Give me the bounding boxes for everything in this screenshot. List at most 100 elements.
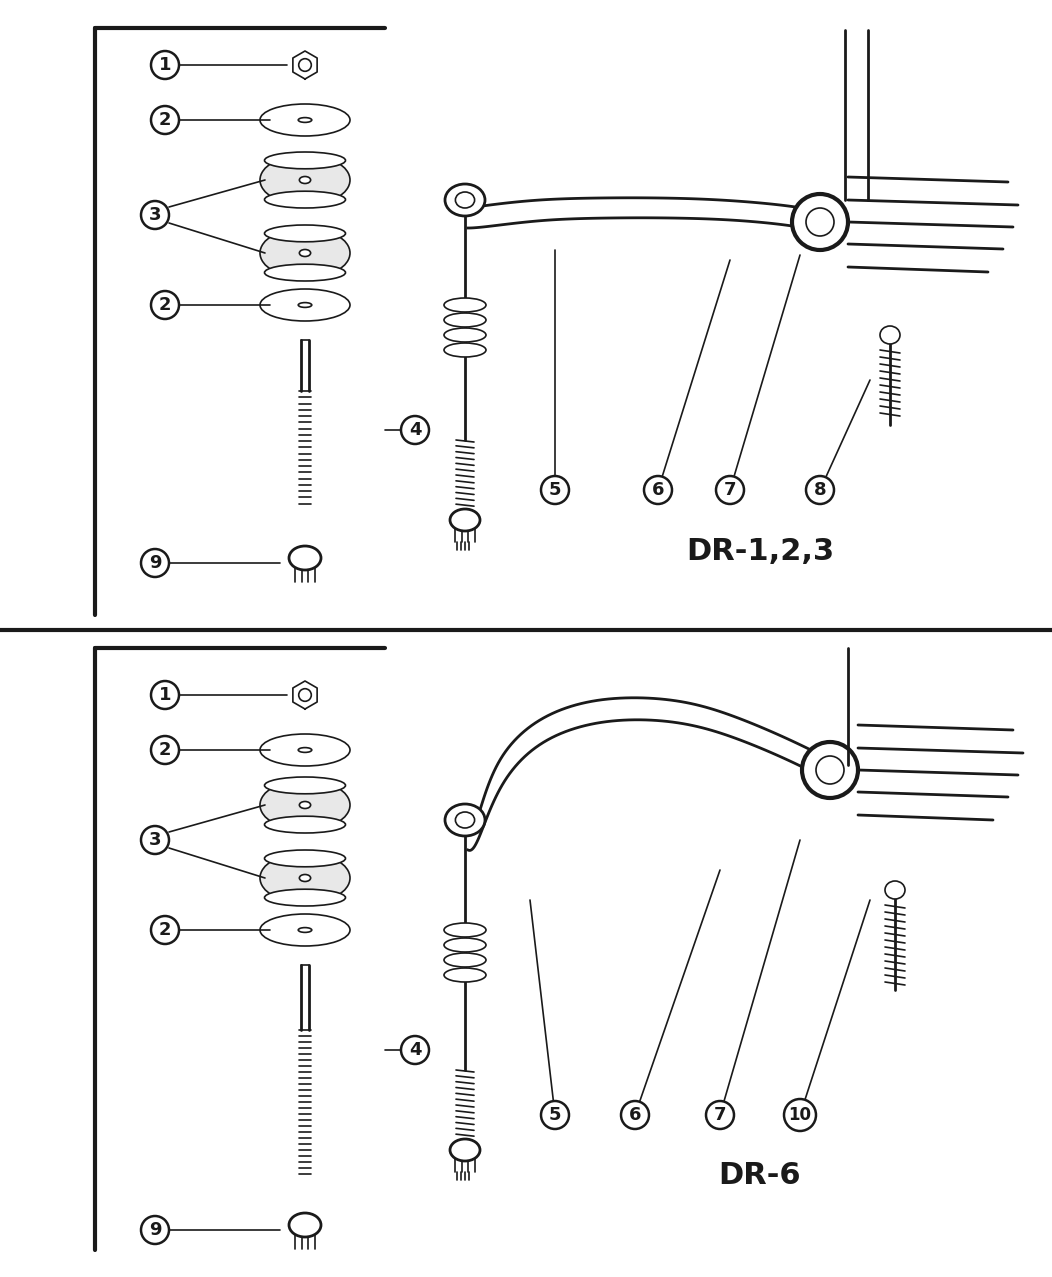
Text: 6: 6 [652, 481, 664, 499]
Polygon shape [299, 466, 311, 469]
Polygon shape [299, 410, 311, 412]
Ellipse shape [260, 780, 350, 830]
Ellipse shape [299, 117, 311, 123]
Ellipse shape [299, 747, 311, 752]
Ellipse shape [300, 802, 310, 808]
Circle shape [401, 416, 429, 444]
Text: 1: 1 [159, 56, 171, 74]
Polygon shape [299, 1149, 311, 1153]
Polygon shape [299, 453, 311, 457]
Text: 1: 1 [159, 686, 171, 704]
Ellipse shape [264, 225, 345, 241]
Polygon shape [299, 1107, 311, 1111]
Polygon shape [299, 485, 311, 488]
Polygon shape [299, 1120, 311, 1122]
Polygon shape [299, 391, 311, 395]
Circle shape [151, 681, 179, 709]
Ellipse shape [264, 192, 345, 208]
Polygon shape [299, 1131, 311, 1135]
Polygon shape [299, 1054, 311, 1056]
Ellipse shape [444, 953, 486, 967]
Polygon shape [299, 1174, 311, 1177]
Text: 3: 3 [148, 831, 161, 849]
Text: 2: 2 [159, 741, 171, 759]
Polygon shape [299, 1114, 311, 1117]
Text: 8: 8 [813, 481, 826, 499]
Polygon shape [299, 1089, 311, 1093]
Ellipse shape [300, 875, 310, 881]
Polygon shape [299, 472, 311, 475]
Text: 2: 2 [159, 921, 171, 939]
Polygon shape [299, 1071, 311, 1075]
Polygon shape [299, 1065, 311, 1069]
Polygon shape [299, 1084, 311, 1087]
Ellipse shape [299, 927, 311, 932]
Ellipse shape [881, 326, 901, 344]
Circle shape [151, 736, 179, 764]
Circle shape [401, 1036, 429, 1064]
Ellipse shape [456, 192, 474, 208]
Text: 4: 4 [409, 421, 421, 439]
Text: 2: 2 [159, 111, 171, 129]
Ellipse shape [444, 968, 486, 982]
Polygon shape [292, 51, 317, 79]
Ellipse shape [264, 264, 345, 281]
Polygon shape [299, 492, 311, 494]
Ellipse shape [300, 249, 310, 257]
Polygon shape [468, 198, 820, 232]
Polygon shape [299, 1102, 311, 1105]
Text: 7: 7 [713, 1106, 726, 1124]
Text: 7: 7 [724, 481, 736, 499]
Circle shape [806, 208, 834, 236]
Text: 3: 3 [148, 206, 161, 223]
Polygon shape [468, 697, 830, 850]
Circle shape [806, 476, 834, 504]
Ellipse shape [260, 734, 350, 766]
Polygon shape [299, 1029, 311, 1033]
Polygon shape [299, 498, 311, 501]
Circle shape [541, 476, 569, 504]
Ellipse shape [264, 889, 345, 905]
Circle shape [706, 1101, 734, 1129]
Text: DR-6: DR-6 [719, 1161, 802, 1189]
Polygon shape [299, 447, 311, 451]
Polygon shape [301, 340, 309, 391]
Ellipse shape [264, 850, 345, 867]
Ellipse shape [444, 939, 486, 951]
Text: 4: 4 [409, 1041, 421, 1059]
Circle shape [151, 291, 179, 319]
Circle shape [792, 194, 848, 250]
Circle shape [141, 549, 169, 577]
Circle shape [151, 916, 179, 944]
Circle shape [141, 826, 169, 854]
Ellipse shape [445, 184, 485, 216]
Circle shape [644, 476, 672, 504]
Text: 5: 5 [549, 1106, 562, 1124]
Ellipse shape [260, 155, 350, 206]
Polygon shape [299, 1047, 311, 1051]
Polygon shape [299, 441, 311, 444]
Ellipse shape [260, 103, 350, 135]
Polygon shape [292, 681, 317, 709]
Text: 9: 9 [148, 1221, 161, 1239]
Ellipse shape [444, 298, 486, 312]
Polygon shape [299, 423, 311, 425]
Polygon shape [299, 435, 311, 438]
Ellipse shape [444, 313, 486, 327]
Polygon shape [299, 1096, 311, 1098]
Ellipse shape [444, 344, 486, 358]
Polygon shape [299, 479, 311, 481]
Polygon shape [299, 1162, 311, 1165]
Text: DR-1,2,3: DR-1,2,3 [686, 538, 834, 567]
Ellipse shape [289, 1213, 321, 1237]
Polygon shape [299, 397, 311, 401]
Ellipse shape [444, 923, 486, 937]
Ellipse shape [264, 152, 345, 169]
Ellipse shape [444, 328, 486, 342]
Ellipse shape [260, 853, 350, 903]
Ellipse shape [450, 510, 480, 531]
Circle shape [299, 688, 311, 701]
Polygon shape [299, 503, 311, 507]
Circle shape [141, 200, 169, 229]
Polygon shape [299, 404, 311, 406]
